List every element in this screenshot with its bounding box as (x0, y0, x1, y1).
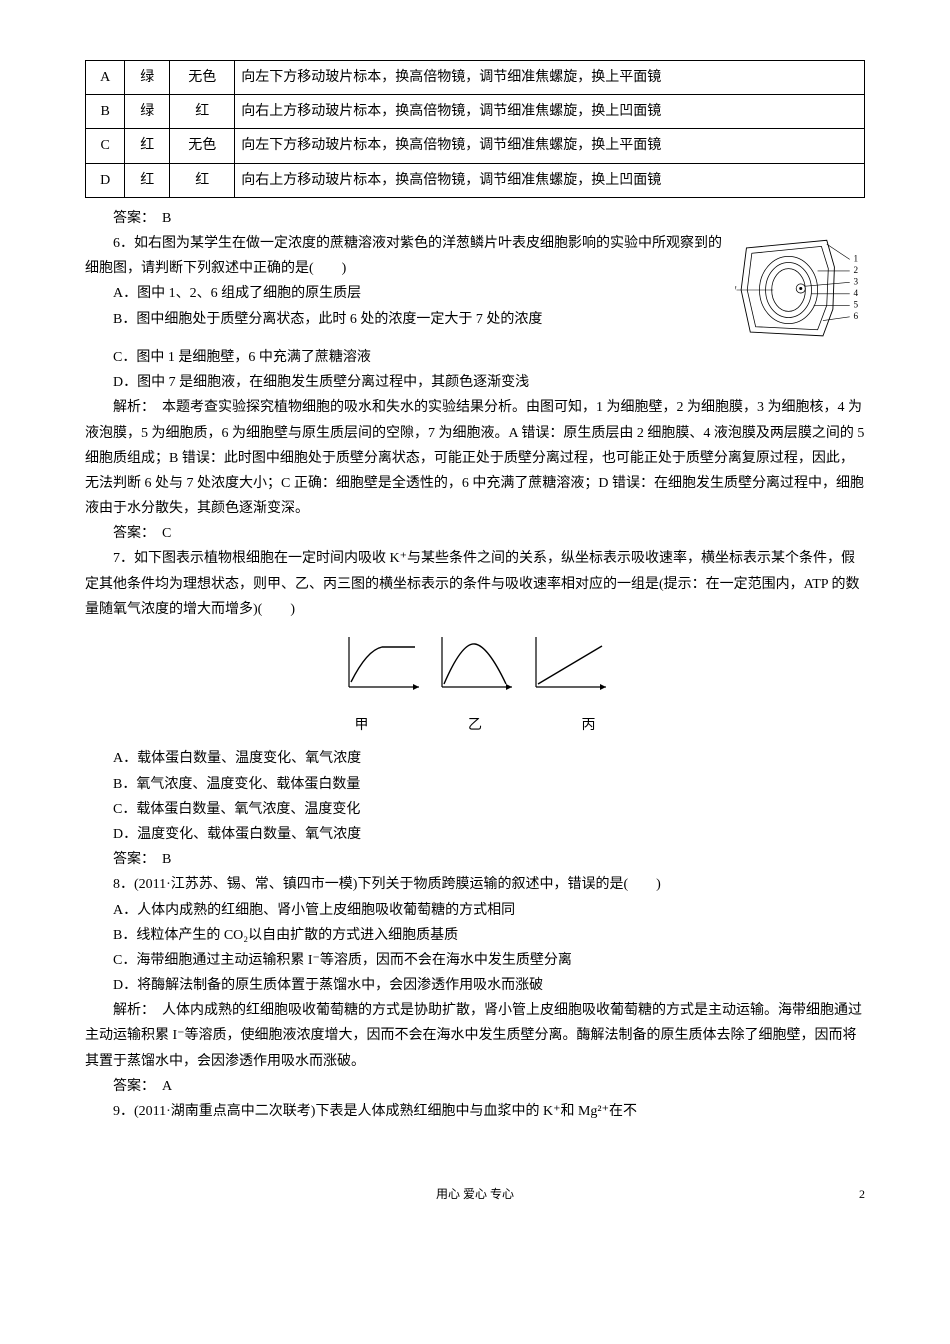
diagram-label: 1 (854, 254, 859, 264)
cell: 红 (170, 95, 235, 129)
q8-stem: 8．(2011·江苏苏、锡、常、镇四市一模)下列关于物质跨膜运输的叙述中，错误的… (85, 872, 865, 897)
table-row: A 绿 无色 向左下方移动玻片标本，换高倍物镜，调节细准焦螺旋，换上平面镜 (86, 61, 865, 95)
q8-explanation: 解析： 人体内成熟的红细胞吸收葡萄糖的方式是协助扩散，肾小管上皮细胞吸收葡萄糖的… (85, 998, 865, 1074)
q6-block: 1 2 3 4 5 6 7 6．如右图为某学生在做一定浓度的蔗糖溶液对紫色的洋葱… (85, 231, 865, 345)
cell: 向右上方移动玻片标本，换高倍物镜，调节细准焦螺旋，换上凹面镜 (235, 163, 865, 197)
graph-label-yi: 乙 (420, 713, 530, 738)
q8-optB: B．线粒体产生的 CO₂以自由扩散的方式进入细胞质基质 (85, 923, 865, 948)
page-container: A 绿 无色 向左下方移动玻片标本，换高倍物镜，调节细准焦螺旋，换上平面镜 B … (0, 0, 950, 1246)
page-number: 2 (859, 1184, 865, 1206)
q7-answer: 答案： B (85, 847, 865, 872)
table-row: B 绿 红 向右上方移动玻片标本，换高倍物镜，调节细准焦螺旋，换上凹面镜 (86, 95, 865, 129)
page-footer: 用心 爱心 专心 2 (85, 1184, 865, 1206)
q8-optC: C．海带细胞通过主动运输积累 I⁻等溶质，因而不会在海水中发生质壁分离 (85, 948, 865, 973)
q7-graphs (85, 632, 865, 707)
cell: A (86, 61, 125, 95)
diagram-label: 3 (854, 277, 859, 287)
q9-stem: 9．(2011·湖南重点高中二次联考)下表是人体成熟红细胞中与血浆中的 K⁺和 … (85, 1099, 865, 1124)
q7-optC: C．载体蛋白数量、氧气浓度、温度变化 (85, 797, 865, 822)
answer-5: 答案： B (85, 206, 865, 231)
q7-optD: D．温度变化、载体蛋白数量、氧气浓度 (85, 822, 865, 847)
q8-optD: D．将酶解法制备的原生质体置于蒸馏水中，会因渗透作用吸水而涨破 (85, 973, 865, 998)
cell: 向左下方移动玻片标本，换高倍物镜，调节细准焦螺旋，换上平面镜 (235, 129, 865, 163)
table-row: C 红 无色 向左下方移动玻片标本，换高倍物镜，调节细准焦螺旋，换上平面镜 (86, 129, 865, 163)
footer-text: 用心 爱心 专心 (436, 1187, 514, 1201)
diagram-label: 2 (854, 265, 859, 275)
q6-optC: C．图中 1 是细胞壁，6 中充满了蔗糖溶液 (85, 345, 865, 370)
q7-optB: B．氧气浓度、温度变化、载体蛋白数量 (85, 772, 865, 797)
diagram-label: 6 (854, 311, 859, 321)
q8-answer: 答案： A (85, 1074, 865, 1099)
q6-explanation: 解析： 本题考查实验探究植物细胞的吸水和失水的实验结果分析。由图可知，1 为细胞… (85, 395, 865, 521)
cell: 绿 (125, 95, 170, 129)
q7-stem: 7．如下图表示植物根细胞在一定时间内吸收 K⁺与某些条件之间的关系，纵坐标表示吸… (85, 546, 865, 622)
cell-diagram: 1 2 3 4 5 6 7 (735, 235, 865, 345)
cell-svg: 1 2 3 4 5 6 7 (735, 235, 865, 345)
nucleolus (799, 287, 802, 290)
cell: 向左下方移动玻片标本，换高倍物镜，调节细准焦螺旋，换上平面镜 (235, 61, 865, 95)
cell: 向右上方移动玻片标本，换高倍物镜，调节细准焦螺旋，换上凹面镜 (235, 95, 865, 129)
q6-answer: 答案： C (85, 521, 865, 546)
q7-graph-labels: 甲 乙 丙 (85, 713, 865, 738)
graph-label-jia: 甲 (307, 713, 417, 738)
options-table: A 绿 无色 向左下方移动玻片标本，换高倍物镜，调节细准焦螺旋，换上平面镜 B … (85, 60, 865, 198)
cell: 红 (125, 163, 170, 197)
cell: D (86, 163, 125, 197)
vacuole-inner (772, 269, 806, 312)
cell: 红 (125, 129, 170, 163)
q7-optA: A．载体蛋白数量、温度变化、氧气浓度 (85, 746, 865, 771)
q6-optD: D．图中 7 是细胞液，在细胞发生质壁分离过程中，其颜色逐渐变浅 (85, 370, 865, 395)
table-row: D 红 红 向右上方移动玻片标本，换高倍物镜，调节细准焦螺旋，换上凹面镜 (86, 163, 865, 197)
graph-yi (430, 632, 520, 698)
cell: 无色 (170, 61, 235, 95)
cell: 绿 (125, 61, 170, 95)
cell: 无色 (170, 129, 235, 163)
q8-optA: A．人体内成熟的红细胞、肾小管上皮细胞吸收葡萄糖的方式相同 (85, 898, 865, 923)
cell: B (86, 95, 125, 129)
diagram-label: 5 (854, 300, 859, 310)
graph-jia (337, 632, 427, 698)
graph-label-bing: 丙 (534, 713, 644, 738)
diagram-label: 4 (854, 288, 859, 298)
graph-bing (524, 632, 614, 698)
cell: C (86, 129, 125, 163)
pointer-6 (823, 317, 850, 321)
cell: 红 (170, 163, 235, 197)
